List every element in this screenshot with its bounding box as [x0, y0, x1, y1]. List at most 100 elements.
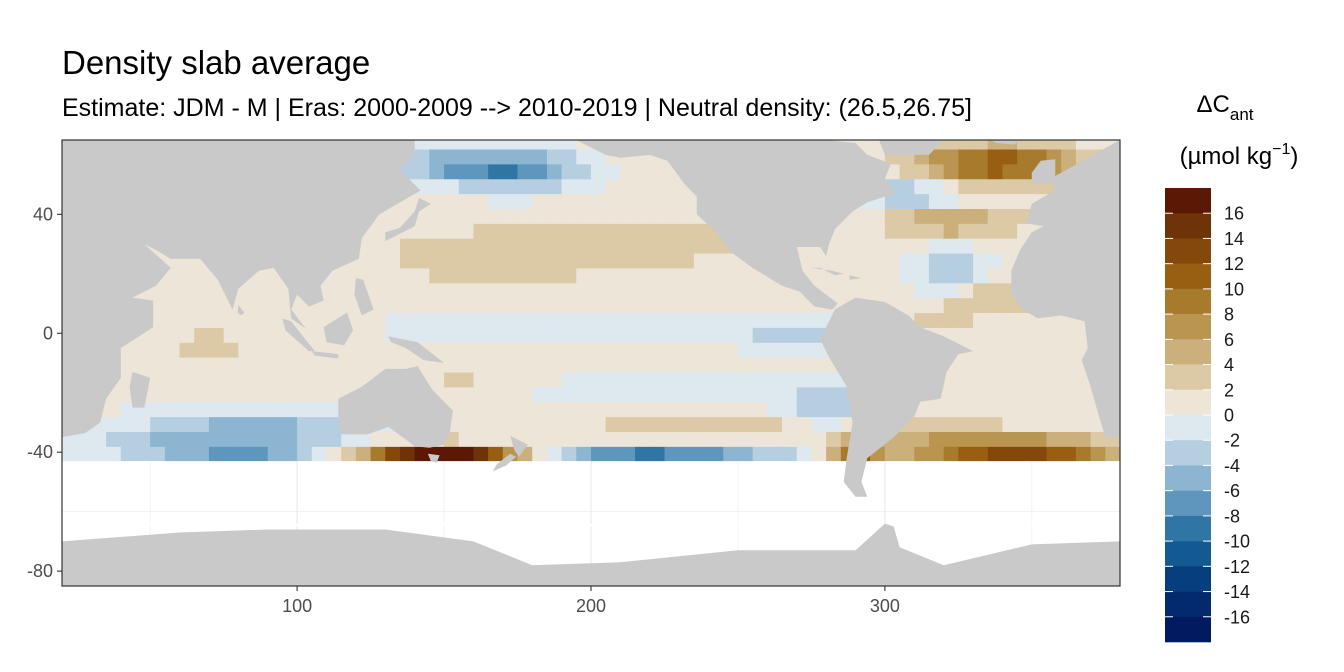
- heatmap-cell: [429, 238, 445, 254]
- heatmap-cell: [561, 357, 577, 373]
- heatmap-cell: [458, 223, 475, 239]
- heatmap-cell: [943, 312, 959, 328]
- heatmap-cell: [179, 327, 195, 343]
- heatmap-cell: [605, 208, 621, 224]
- heatmap-cell: [1075, 431, 1092, 447]
- heatmap-cell: [282, 401, 298, 418]
- heatmap-cell: [840, 267, 857, 284]
- heatmap-cell: [76, 446, 92, 462]
- heatmap-cell: [928, 238, 945, 254]
- land-north-america: [576, 140, 897, 310]
- heatmap-cell: [973, 193, 989, 209]
- heatmap-cell: [664, 297, 680, 314]
- legend-swatch: [1165, 314, 1211, 340]
- heatmap-cell: [943, 282, 959, 299]
- heatmap-cell: [679, 431, 695, 447]
- heatmap-cell: [635, 401, 651, 418]
- heatmap-cell: [679, 223, 695, 239]
- heatmap-cell: [708, 238, 724, 254]
- heatmap-cell: [429, 267, 445, 284]
- heatmap-cell: [194, 327, 210, 343]
- heatmap-cell: [473, 371, 489, 388]
- heatmap-cell: [502, 163, 519, 180]
- heatmap-cell: [576, 386, 592, 403]
- heatmap-cell: [679, 371, 695, 388]
- heatmap-cell: [135, 416, 151, 432]
- heatmap-cell: [782, 357, 798, 373]
- heatmap-cell: [767, 357, 783, 373]
- heatmap-cell: [223, 312, 239, 328]
- heatmap-cell: [385, 267, 401, 284]
- heatmap-cell: [458, 416, 475, 432]
- heatmap-cell: [399, 446, 416, 462]
- heatmap-cell: [1031, 327, 1048, 343]
- heatmap-cell: [782, 446, 798, 462]
- land-uk-ireland: [1031, 159, 1056, 185]
- heatmap-cell: [150, 327, 166, 343]
- heatmap-cell: [458, 178, 475, 195]
- heatmap-cell: [135, 431, 151, 447]
- legend-swatch: [1165, 566, 1211, 592]
- heatmap-cell: [561, 312, 577, 328]
- heatmap-cell: [620, 297, 636, 314]
- heatmap-cell: [444, 140, 460, 150]
- heatmap-cell: [532, 312, 548, 328]
- heatmap-cell: [737, 267, 754, 284]
- heatmap-cell: [914, 193, 930, 209]
- heatmap-cell: [693, 342, 710, 358]
- heatmap-cell: [1017, 416, 1033, 432]
- heatmap-cell: [855, 208, 871, 224]
- heatmap-cell: [194, 401, 210, 418]
- heatmap-cell: [649, 282, 666, 299]
- heatmap-cell: [576, 252, 592, 269]
- heatmap-cell: [649, 431, 666, 447]
- heatmap-cell: [458, 312, 475, 328]
- legend-swatch: [1165, 616, 1211, 643]
- heatmap-cell: [532, 342, 548, 358]
- heatmap-cell: [1002, 327, 1018, 343]
- heatmap-cell: [488, 416, 504, 432]
- heatmap-cell: [326, 282, 342, 299]
- heatmap-cell: [664, 431, 680, 447]
- heatmap-cell: [928, 312, 945, 328]
- heatmap-cell: [914, 208, 930, 224]
- heatmap-cell: [782, 312, 798, 328]
- heatmap-cell: [223, 357, 239, 373]
- heatmap-cell: [546, 282, 563, 299]
- heatmap-cell: [1046, 401, 1062, 418]
- heatmap-cell: [473, 416, 489, 432]
- heatmap-cell: [679, 401, 695, 418]
- heatmap-cell: [796, 416, 813, 432]
- heatmap-cell: [635, 357, 651, 373]
- heatmap-cell: [899, 193, 915, 209]
- heatmap-cell: [458, 267, 475, 284]
- heatmap-cell: [399, 312, 416, 328]
- heatmap-cell: [311, 401, 328, 418]
- heatmap-cell: [928, 297, 945, 314]
- heatmap-cell: [649, 446, 666, 462]
- heatmap-cell: [370, 252, 386, 269]
- heatmap-cell: [708, 252, 724, 269]
- land-india-sri-lanka: [237, 305, 245, 316]
- heatmap-cell: [532, 267, 548, 284]
- heatmap-cell: [179, 431, 195, 447]
- heatmap-cell: [811, 312, 827, 328]
- heatmap-cell: [826, 371, 842, 388]
- heatmap-cell: [429, 342, 445, 358]
- heatmap-cell: [649, 312, 666, 328]
- heatmap-cell: [987, 297, 1004, 314]
- heatmap-cell: [649, 223, 666, 239]
- heatmap-cell: [120, 342, 137, 358]
- heatmap-cell: [576, 208, 592, 224]
- heatmap-cell: [635, 238, 651, 254]
- heatmap-cell: [693, 282, 710, 299]
- heatmap-cell: [664, 416, 680, 432]
- heatmap-cell: [532, 140, 548, 150]
- heatmap-cell: [517, 148, 533, 165]
- legend-swatch: [1165, 440, 1211, 466]
- heatmap-cell: [620, 193, 636, 209]
- heatmap-cell: [546, 238, 563, 254]
- heatmap-cell: [723, 431, 739, 447]
- heatmap-cell: [164, 386, 181, 403]
- heatmap-cell: [679, 193, 695, 209]
